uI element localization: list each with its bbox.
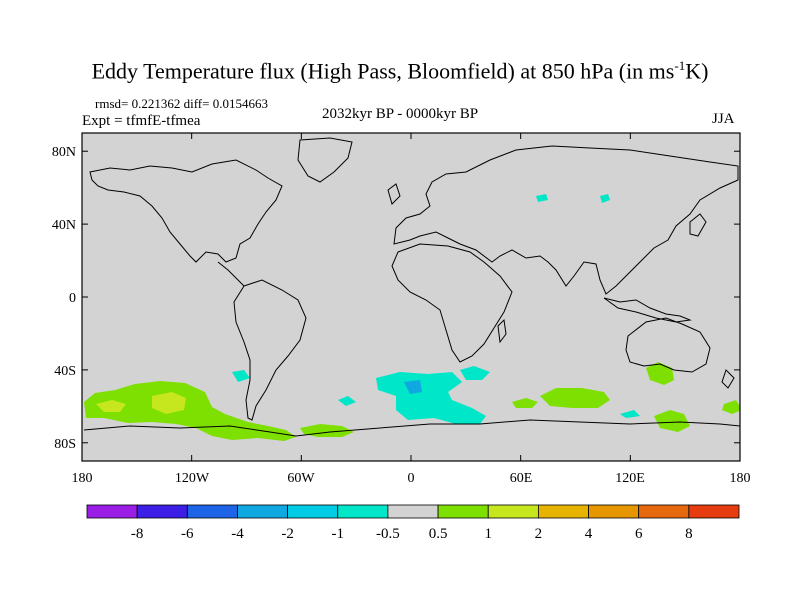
y-tick-label: 40S (54, 364, 76, 379)
axis-labels: 180 120W 60W 0 60E 120E 180 80N 40N 0 40… (52, 145, 751, 486)
anomaly-patch-negative (536, 194, 548, 202)
colorbar-label: -1 (332, 526, 345, 542)
anomaly-patch-negative (232, 370, 250, 382)
colorbar-labels: -8 -6 -4 -2 -1 -0.5 0.5 1 2 4 6 8 (131, 526, 693, 542)
x-tick-label: 180 (72, 471, 93, 486)
colorbar-label: -4 (231, 526, 244, 542)
coastline-uk (387, 183, 401, 205)
x-tick-label: 60E (510, 471, 533, 486)
colorbar-box (387, 504, 439, 519)
colorbar-label: 0.5 (429, 526, 448, 542)
x-tick-label: 60W (287, 471, 315, 486)
colorbar-label: 6 (635, 526, 643, 542)
colorbar-box (437, 504, 489, 519)
x-tick-label: 180 (730, 471, 751, 486)
coastline-central-america (217, 261, 245, 287)
y-tick-label: 80N (52, 145, 76, 160)
colorbar-box (588, 504, 640, 519)
stats-line: rmsd= 0.221362 diff= 0.0154663 (95, 96, 268, 111)
y-tick-label: 80S (54, 437, 76, 452)
anomaly-patch-positive (540, 388, 610, 408)
anomaly-patch-negative (460, 366, 490, 380)
anomaly-patch-positive (646, 362, 674, 385)
colorbar-box (237, 504, 289, 519)
colorbar-label: -8 (131, 526, 144, 542)
colorbar-box (287, 504, 339, 519)
coastline-japan (689, 213, 707, 237)
coastlines (83, 137, 740, 437)
coastline-eurasia (393, 145, 739, 295)
anomaly-patch-positive (84, 381, 296, 441)
axis-ticks (81, 133, 741, 461)
colorbar-label: 8 (685, 526, 693, 542)
y-tick-label: 0 (69, 291, 76, 306)
coastline-australia (625, 317, 711, 373)
colorbar-label: 2 (535, 526, 543, 542)
colorbar-box (487, 504, 539, 519)
coastline-africa (391, 243, 513, 363)
coastline-south-america (233, 279, 307, 421)
y-tick-label: 40N (52, 218, 76, 233)
x-tick-label: 120E (615, 471, 645, 486)
colorbar-box (86, 504, 138, 519)
anomaly-patch-negative (376, 372, 486, 424)
anomaly-patch-negative (338, 396, 356, 406)
anomaly-patch-positive (512, 398, 538, 408)
anomaly-patch-positive-strong (96, 400, 126, 412)
colorbar-box (638, 504, 690, 519)
colorbar-label: 1 (484, 526, 492, 542)
anomaly-patch-negative-strong (404, 380, 422, 394)
colorbar-box (136, 504, 188, 519)
colorbar-label: -0.5 (376, 526, 400, 542)
coastline-antarctica (83, 419, 740, 437)
coastline-north-america (89, 159, 283, 263)
colorbar-box (186, 504, 238, 519)
colorbar-label: -2 (281, 526, 294, 542)
x-tick-label: 120W (175, 471, 210, 486)
coastline-greenland (297, 137, 353, 183)
colorbar-label: 4 (585, 526, 593, 542)
colorbar-box (537, 504, 589, 519)
anomaly-patch-positive-strong (152, 392, 186, 414)
anomaly-fill (84, 194, 740, 441)
experiment-label: Expt = tfmfE-tfmea (82, 113, 201, 129)
colorbar (86, 504, 740, 519)
anomaly-patch-positive (722, 400, 740, 414)
chart-title: Eddy Temperature flux (High Pass, Bloomf… (91, 58, 709, 84)
coastline-indonesia (603, 297, 692, 323)
coastline-new-zealand (721, 369, 735, 389)
coastline-madagascar (497, 318, 507, 344)
anomaly-patch-negative (600, 194, 610, 203)
period-label: 2032kyr BP - 0000kyr BP (322, 106, 479, 122)
season-label: JJA (712, 111, 735, 127)
colorbar-box (337, 504, 389, 519)
colorbar-label: -6 (181, 526, 194, 542)
anomaly-patch-negative (620, 410, 640, 418)
colorbar-box (688, 504, 740, 519)
anomaly-patch-positive (654, 410, 690, 432)
x-tick-label: 0 (408, 471, 415, 486)
